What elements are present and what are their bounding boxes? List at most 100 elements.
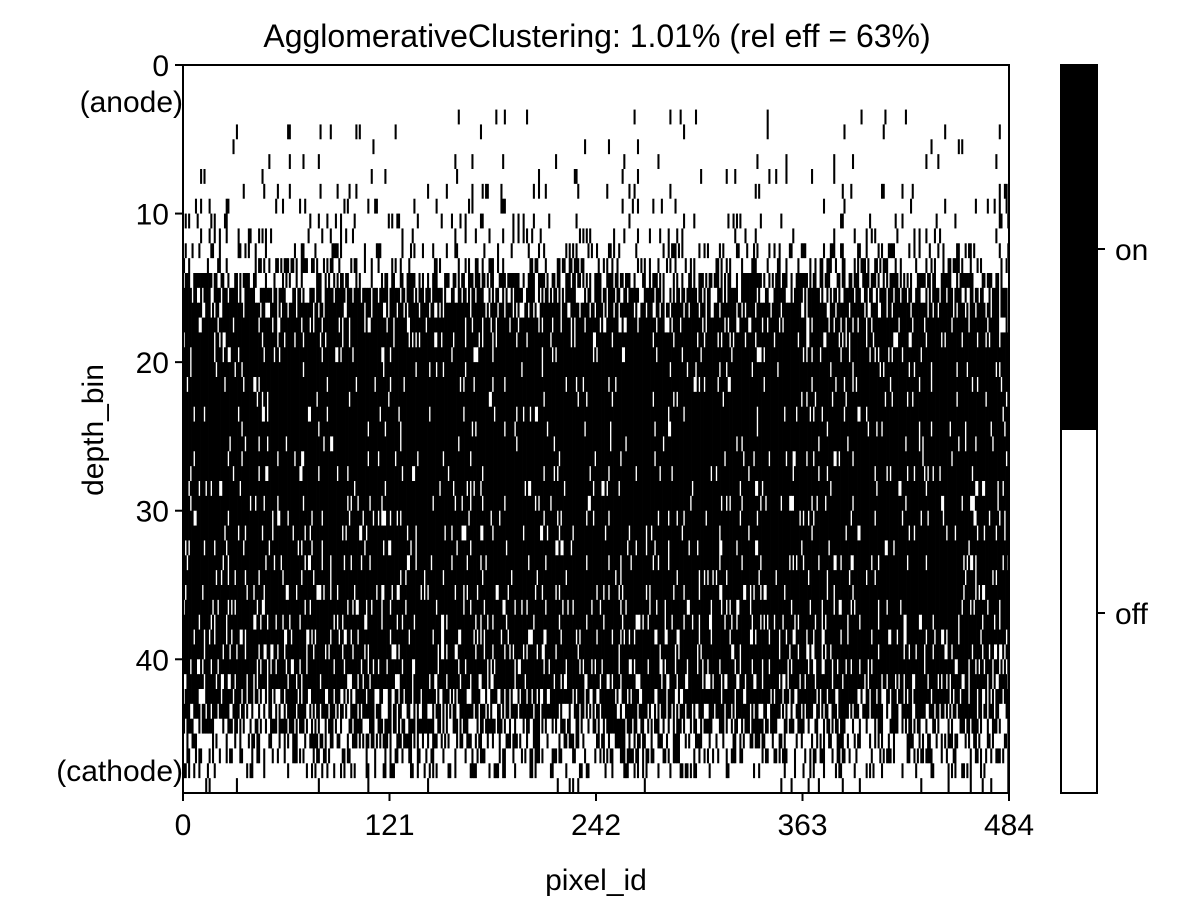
heatmap-cell — [790, 674, 793, 734]
heatmap-cell — [340, 763, 343, 779]
heatmap-cell — [623, 287, 626, 318]
heatmap-cell — [551, 362, 554, 734]
heatmap-cell — [829, 659, 832, 704]
heatmap-cell — [544, 258, 547, 273]
heatmap-cell — [855, 273, 858, 377]
heatmap-cell — [904, 109, 907, 125]
heatmap-cell — [459, 287, 462, 377]
heatmap-cell — [983, 495, 986, 526]
heatmap-cell — [201, 674, 204, 689]
heatmap-cell — [270, 674, 273, 749]
heatmap-cell — [655, 332, 658, 348]
heatmap-cell — [916, 748, 919, 764]
heatmap-cell — [497, 599, 500, 689]
heatmap-cell — [974, 451, 977, 481]
heatmap-cell — [882, 124, 885, 140]
heatmap-cell — [302, 377, 305, 452]
heatmap-cell — [375, 243, 378, 259]
heatmap-cell — [730, 659, 733, 704]
heatmap-cell — [829, 495, 832, 645]
heatmap-cell — [717, 748, 720, 764]
heatmap-cell — [742, 599, 745, 689]
heatmap-cell — [846, 451, 849, 615]
heatmap-cell — [853, 614, 856, 719]
heatmap-cell — [357, 718, 360, 734]
heatmap-cell — [764, 748, 768, 764]
heatmap-cell — [497, 763, 500, 779]
heatmap-cell — [768, 273, 771, 288]
heatmap-cell — [478, 689, 481, 704]
heatmap-cell — [753, 689, 756, 704]
heatmap-cell — [944, 198, 947, 214]
heatmap-cell — [427, 183, 430, 199]
heatmap-cell — [254, 302, 257, 377]
heatmap-cell — [822, 644, 826, 660]
heatmap-cell — [222, 273, 225, 333]
heatmap-cell — [398, 421, 401, 585]
heatmap-cell — [428, 377, 431, 407]
heatmap-cell — [543, 243, 546, 259]
heatmap-cell — [735, 689, 738, 734]
heatmap-cell — [261, 347, 264, 392]
heatmap-cell — [961, 139, 964, 155]
heatmap-cell — [309, 213, 312, 229]
heatmap-cell — [561, 718, 564, 734]
heatmap-cell — [227, 302, 230, 348]
heatmap-cell — [283, 347, 286, 630]
heatmap-cell — [848, 273, 851, 303]
heatmap-cell — [599, 614, 602, 675]
heatmap-cell — [264, 317, 267, 467]
heatmap-cell — [485, 718, 488, 734]
heatmap-cell — [213, 317, 216, 333]
heatmap-cell — [995, 585, 998, 645]
heatmap-cell — [703, 287, 706, 333]
heatmap-cell — [527, 644, 530, 734]
heatmap-cell — [877, 659, 880, 749]
heatmap-cell — [974, 599, 977, 660]
heatmap-cell — [365, 703, 368, 719]
heatmap-cell — [519, 733, 522, 749]
heatmap-cell — [532, 273, 535, 303]
heatmap-cell — [213, 273, 216, 303]
heatmap-cell — [759, 718, 762, 734]
heatmap-cell — [232, 703, 235, 719]
heatmap-cell — [882, 377, 885, 689]
heatmap-cell — [795, 273, 798, 407]
heatmap-cell — [222, 659, 225, 675]
heatmap-cell — [607, 391, 611, 467]
heatmap-cell — [445, 243, 448, 259]
heatmap-cell — [229, 718, 232, 734]
heatmap-cell — [939, 481, 942, 704]
heatmap-cell — [526, 228, 529, 244]
heatmap-cell — [560, 748, 563, 764]
heatmap-cell — [348, 748, 351, 764]
heatmap-cell — [619, 644, 622, 675]
heatmap-cell — [215, 733, 218, 749]
heatmap-cell — [317, 154, 320, 169]
heatmap-cell — [802, 273, 805, 288]
heatmap-cell — [640, 302, 643, 689]
heatmap-cell — [780, 510, 783, 704]
heatmap-cell — [889, 273, 892, 377]
heatmap-cell — [442, 748, 445, 764]
heatmap-cell — [556, 302, 559, 467]
heatmap-cell — [669, 763, 672, 779]
heatmap-cell — [976, 718, 979, 734]
heatmap-cell — [502, 154, 505, 169]
colorbar-label-on: on — [1115, 234, 1148, 267]
heatmap-cell — [722, 302, 725, 392]
heatmap-cell — [609, 243, 612, 259]
heatmap-cell — [585, 629, 588, 675]
heatmap-cell — [287, 733, 290, 749]
heatmap-cell — [858, 629, 861, 660]
heatmap-cell — [457, 109, 460, 125]
heatmap-cell — [244, 659, 247, 704]
heatmap-cell — [428, 763, 431, 779]
heatmap-cell — [541, 599, 544, 645]
heatmap-cell — [498, 273, 501, 288]
heatmap-cell — [515, 421, 518, 437]
heatmap-cell — [986, 198, 989, 214]
heatmap-cell — [479, 495, 483, 526]
heatmap-cell — [309, 703, 312, 719]
heatmap-cell — [853, 733, 856, 749]
